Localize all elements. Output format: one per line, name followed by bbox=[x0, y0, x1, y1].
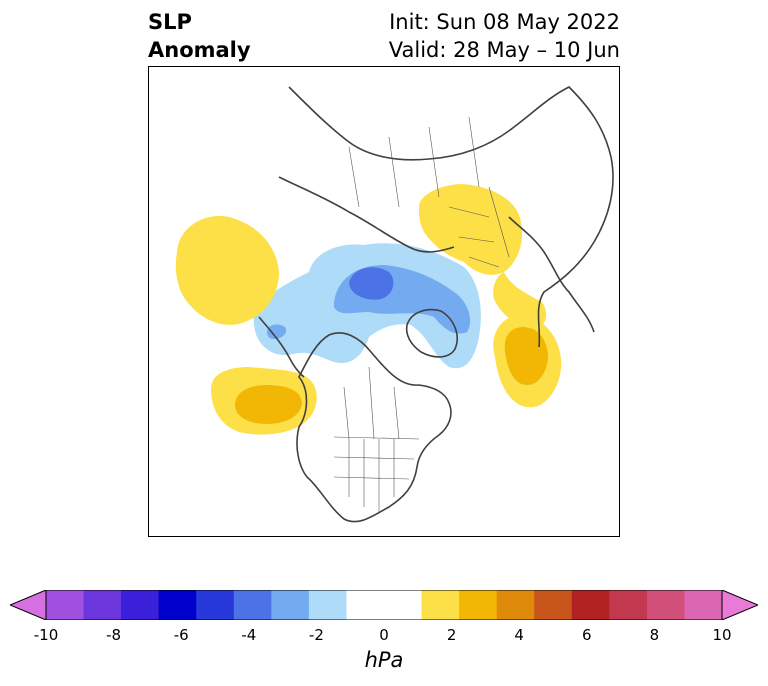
title-variable: SLP bbox=[148, 10, 192, 34]
colorbar-cell bbox=[459, 590, 498, 620]
colorbar-cell bbox=[121, 590, 160, 620]
colorbar-cell bbox=[46, 590, 85, 620]
colorbar-tick-label: -8 bbox=[106, 626, 122, 644]
colorbar-tick-label: 0 bbox=[379, 626, 389, 644]
colorbar-tick-label: -4 bbox=[241, 626, 257, 644]
anomaly-shading bbox=[175, 184, 562, 435]
north-america-coast bbox=[296, 332, 452, 523]
colorbar-cell bbox=[196, 590, 235, 620]
colorbar-cell bbox=[421, 590, 460, 620]
colorbar-outline bbox=[45, 590, 723, 620]
colorbar-cell bbox=[534, 590, 573, 620]
us-states-2 bbox=[333, 456, 415, 480]
colorbar-cell bbox=[271, 590, 310, 620]
colorbar-cell bbox=[684, 590, 723, 620]
init-date: Init: Sun 08 May 2022 bbox=[389, 10, 620, 34]
greenland-coast bbox=[405, 308, 458, 358]
us-states-1 bbox=[348, 439, 395, 512]
colorbar-cells bbox=[46, 590, 723, 620]
colorbar-cell bbox=[384, 590, 423, 620]
map-frame bbox=[148, 66, 620, 537]
title-right: Init: Sun 08 May 2022 Valid: 28 May – 10… bbox=[389, 8, 620, 64]
colorbar-tick-label: 2 bbox=[446, 626, 457, 644]
pacific-east-core bbox=[235, 385, 302, 424]
borders bbox=[333, 116, 510, 512]
colorbar-tick-label: -6 bbox=[173, 626, 189, 644]
colorbar-tick-label: 10 bbox=[712, 626, 732, 644]
alaska-negative-blob bbox=[267, 324, 287, 339]
siberia-coast bbox=[278, 176, 455, 253]
colorbar-cell bbox=[609, 590, 648, 620]
colorbar-cell bbox=[646, 590, 685, 620]
title-anomaly: Anomaly bbox=[148, 38, 251, 62]
colorbar-cell bbox=[233, 590, 272, 620]
arctic-negative-core bbox=[349, 267, 394, 300]
colorbar-tick-label: 8 bbox=[649, 626, 660, 644]
colorbar-tick-label: 6 bbox=[582, 626, 592, 644]
alaska-coast bbox=[258, 316, 305, 378]
coastlines bbox=[258, 86, 614, 523]
colorbar-extend-max bbox=[721, 590, 758, 620]
atlantic-core bbox=[504, 327, 548, 385]
colorbar-extend-min bbox=[10, 590, 47, 620]
colorbar-tick-label: 4 bbox=[514, 626, 524, 644]
colorbar-cell bbox=[496, 590, 535, 620]
colorbar-label: hPa bbox=[364, 648, 404, 672]
russia-regions bbox=[348, 116, 480, 208]
colorbar-tick-label: -2 bbox=[308, 626, 324, 644]
colorbar bbox=[10, 590, 758, 620]
map-svg bbox=[175, 86, 614, 523]
title-left: SLP Anomaly bbox=[148, 8, 251, 64]
europe-borders bbox=[448, 186, 510, 268]
colorbar-tick-label: -10 bbox=[33, 626, 59, 644]
colorbar-cell bbox=[346, 590, 385, 620]
europe-positive bbox=[493, 272, 547, 329]
pacific-west-positive bbox=[175, 216, 279, 325]
colorbar-cell bbox=[571, 590, 610, 620]
colorbar-cell bbox=[83, 590, 122, 620]
colorbar-cell bbox=[158, 590, 197, 620]
colorbar-cell bbox=[308, 590, 347, 620]
siberia-positive bbox=[419, 184, 523, 275]
us-border bbox=[333, 436, 420, 440]
valid-period: Valid: 28 May – 10 Jun bbox=[388, 38, 620, 62]
eurasia-coast bbox=[288, 86, 614, 348]
canada-provinces bbox=[343, 366, 400, 440]
europe-coast bbox=[508, 216, 595, 333]
